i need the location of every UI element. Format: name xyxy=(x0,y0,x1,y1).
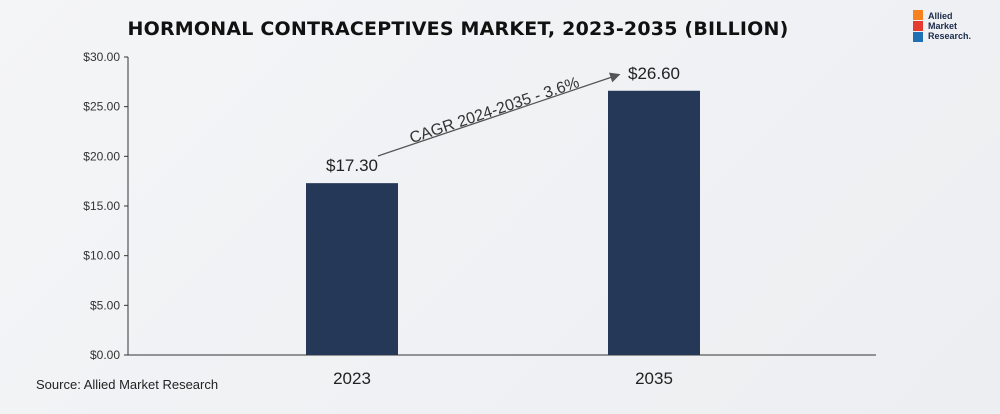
y-tick-label: $30.00 xyxy=(83,50,120,64)
y-tick-label: $15.00 xyxy=(83,199,120,213)
data-label-2023: $17.30 xyxy=(326,156,378,175)
y-tick-label: $25.00 xyxy=(83,100,120,114)
x-tick-label-2023: 2023 xyxy=(333,369,371,388)
allied-market-research-logo: Allied Market Research. xyxy=(913,10,991,50)
x-tick-label-2035: 2035 xyxy=(635,369,673,388)
cagr-arrow xyxy=(377,72,621,157)
data-label-2035: $26.60 xyxy=(628,64,680,83)
chart-title: HORMONAL CONTRACEPTIVES MARKET, 2023-203… xyxy=(127,18,789,40)
logo-squares-icon xyxy=(913,10,926,44)
bar-2023 xyxy=(306,183,398,355)
bar-2035 xyxy=(608,90,700,356)
y-tick-label: $5.00 xyxy=(90,298,120,312)
y-tick-label: $20.00 xyxy=(83,149,120,163)
source-note: Source: Allied Market Research xyxy=(36,377,219,392)
logo-text: Allied Market Research. xyxy=(928,11,972,41)
cagr-annotation: CAGR 2024-2035 - 3.6% xyxy=(408,74,582,147)
y-tick-label: $10.00 xyxy=(83,249,120,263)
y-tick-label: $0.00 xyxy=(90,348,120,362)
